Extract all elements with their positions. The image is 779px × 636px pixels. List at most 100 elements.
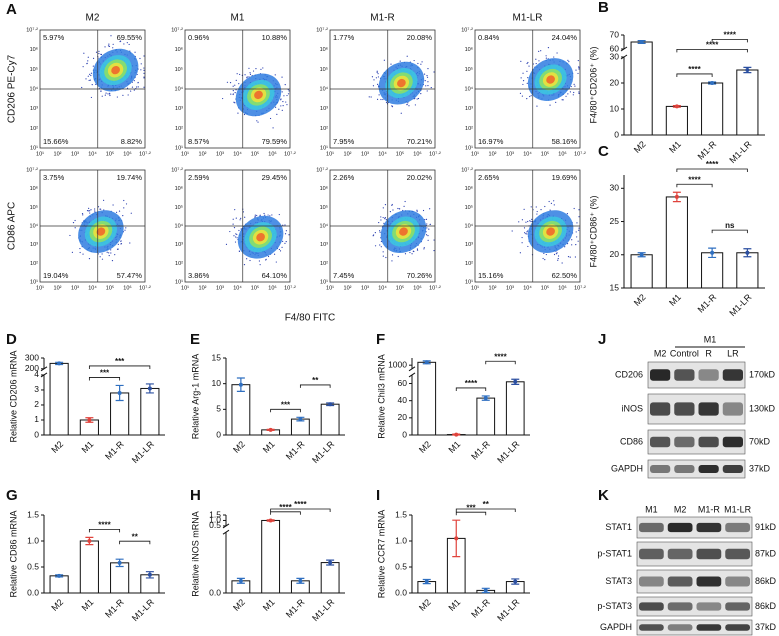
event-dot <box>274 106 277 108</box>
event-dot <box>556 252 558 254</box>
flow-x-tick: 10⁷·² <box>574 150 586 157</box>
event-dot <box>246 258 248 260</box>
band <box>650 369 671 381</box>
event-dot <box>380 240 383 243</box>
group-label: M1 <box>704 334 717 344</box>
flow-y-tick: 10⁶ <box>175 46 183 53</box>
bar <box>701 252 724 289</box>
mean-dot <box>268 518 273 523</box>
event-dot <box>430 86 432 89</box>
significance-label: **** <box>98 520 111 529</box>
flow-y-tick: 10⁴ <box>30 222 39 229</box>
band <box>667 576 693 587</box>
mean-dot <box>710 250 715 255</box>
significance-label: ** <box>312 376 319 385</box>
event-dot <box>281 91 283 93</box>
size-label: 70kD <box>749 436 771 446</box>
event-dot <box>87 75 89 77</box>
event-dot <box>99 256 101 258</box>
band <box>696 576 722 587</box>
flow-x-tick: 10³ <box>506 151 514 157</box>
flow-y-tick: 10² <box>30 261 38 267</box>
y-tick-label: 0.5 <box>395 561 407 571</box>
bar <box>261 519 281 594</box>
event-dot <box>522 72 524 74</box>
event-dot <box>226 81 229 83</box>
event-dot <box>380 98 382 101</box>
event-dot <box>222 97 224 100</box>
event-dot <box>280 105 282 107</box>
event-dot <box>260 68 262 71</box>
event-dot <box>89 73 91 75</box>
flow-x-tick: 10³ <box>361 285 369 291</box>
event-dot <box>423 73 426 75</box>
event-dot <box>90 96 93 99</box>
quadrant-percent: 2.26% <box>333 173 355 182</box>
x-tick-label: M1-R <box>696 292 719 315</box>
bar <box>49 362 69 436</box>
x-tick-label: M2 <box>417 597 433 613</box>
event-dot <box>282 224 284 226</box>
x-tick-label: M2 <box>49 597 65 613</box>
significance-label: **** <box>688 175 701 184</box>
event-dot <box>389 210 391 213</box>
event-dot <box>566 213 568 215</box>
flow-x-tick: 10⁶ <box>558 150 566 157</box>
flow-y-label: CD206 PE-Cy7 <box>7 54 18 123</box>
event-dot <box>236 73 238 75</box>
event-dot <box>531 218 533 220</box>
event-dot <box>527 230 529 232</box>
flow-y-tick: 10⁵ <box>175 204 183 211</box>
flow-x-tick: 10⁵ <box>106 150 114 157</box>
event-dot <box>281 76 283 78</box>
protein-label: GAPDH <box>611 463 643 473</box>
quadrant-percent: 79.59% <box>262 137 288 146</box>
flow-x-tick: 10¹ <box>326 285 334 291</box>
lane-label: M1 <box>645 504 658 514</box>
y-tick-label: 1.5 <box>27 509 39 519</box>
event-dot <box>248 67 250 69</box>
y-tick-label: 0.0 <box>395 587 407 597</box>
event-dot <box>236 237 238 239</box>
event-dot <box>380 219 382 221</box>
bar <box>79 540 99 594</box>
event-dot <box>578 216 580 218</box>
panel-letter: B <box>598 0 609 16</box>
size-label: 170kD <box>749 369 776 379</box>
y-tick-label: 15 <box>610 282 620 292</box>
event-dot <box>553 200 555 202</box>
y-tick-label: 20 <box>610 77 620 87</box>
flow-y-tick: 10¹ <box>465 145 473 151</box>
event-dot <box>411 253 413 255</box>
bar <box>110 562 130 594</box>
density-contour <box>546 227 555 236</box>
event-dot <box>424 218 426 221</box>
significance-label: *** <box>100 369 110 378</box>
event-dot <box>110 249 112 251</box>
mean-dot <box>745 250 750 255</box>
event-dot <box>110 35 112 37</box>
flow-x-tick: 10⁵ <box>251 150 259 157</box>
event-dot <box>525 233 527 235</box>
flow-y-tick: 10⁴ <box>465 222 474 229</box>
y-tick-label: 40 <box>398 395 408 405</box>
event-dot <box>382 251 384 253</box>
event-dot <box>267 255 270 258</box>
event-dot <box>79 247 81 250</box>
bar <box>630 41 653 136</box>
event-dot <box>282 105 284 107</box>
event-dot <box>527 61 529 64</box>
event-dot <box>529 95 531 98</box>
event-dot <box>433 239 435 241</box>
y-tick-label: 20 <box>398 412 408 422</box>
mean-dot <box>328 560 333 565</box>
event-dot <box>376 83 379 85</box>
event-dot <box>256 214 258 217</box>
event-dot <box>529 220 531 222</box>
y-tick-label: 1.5 <box>395 509 407 519</box>
event-dot <box>230 93 232 95</box>
event-dot <box>117 243 119 245</box>
